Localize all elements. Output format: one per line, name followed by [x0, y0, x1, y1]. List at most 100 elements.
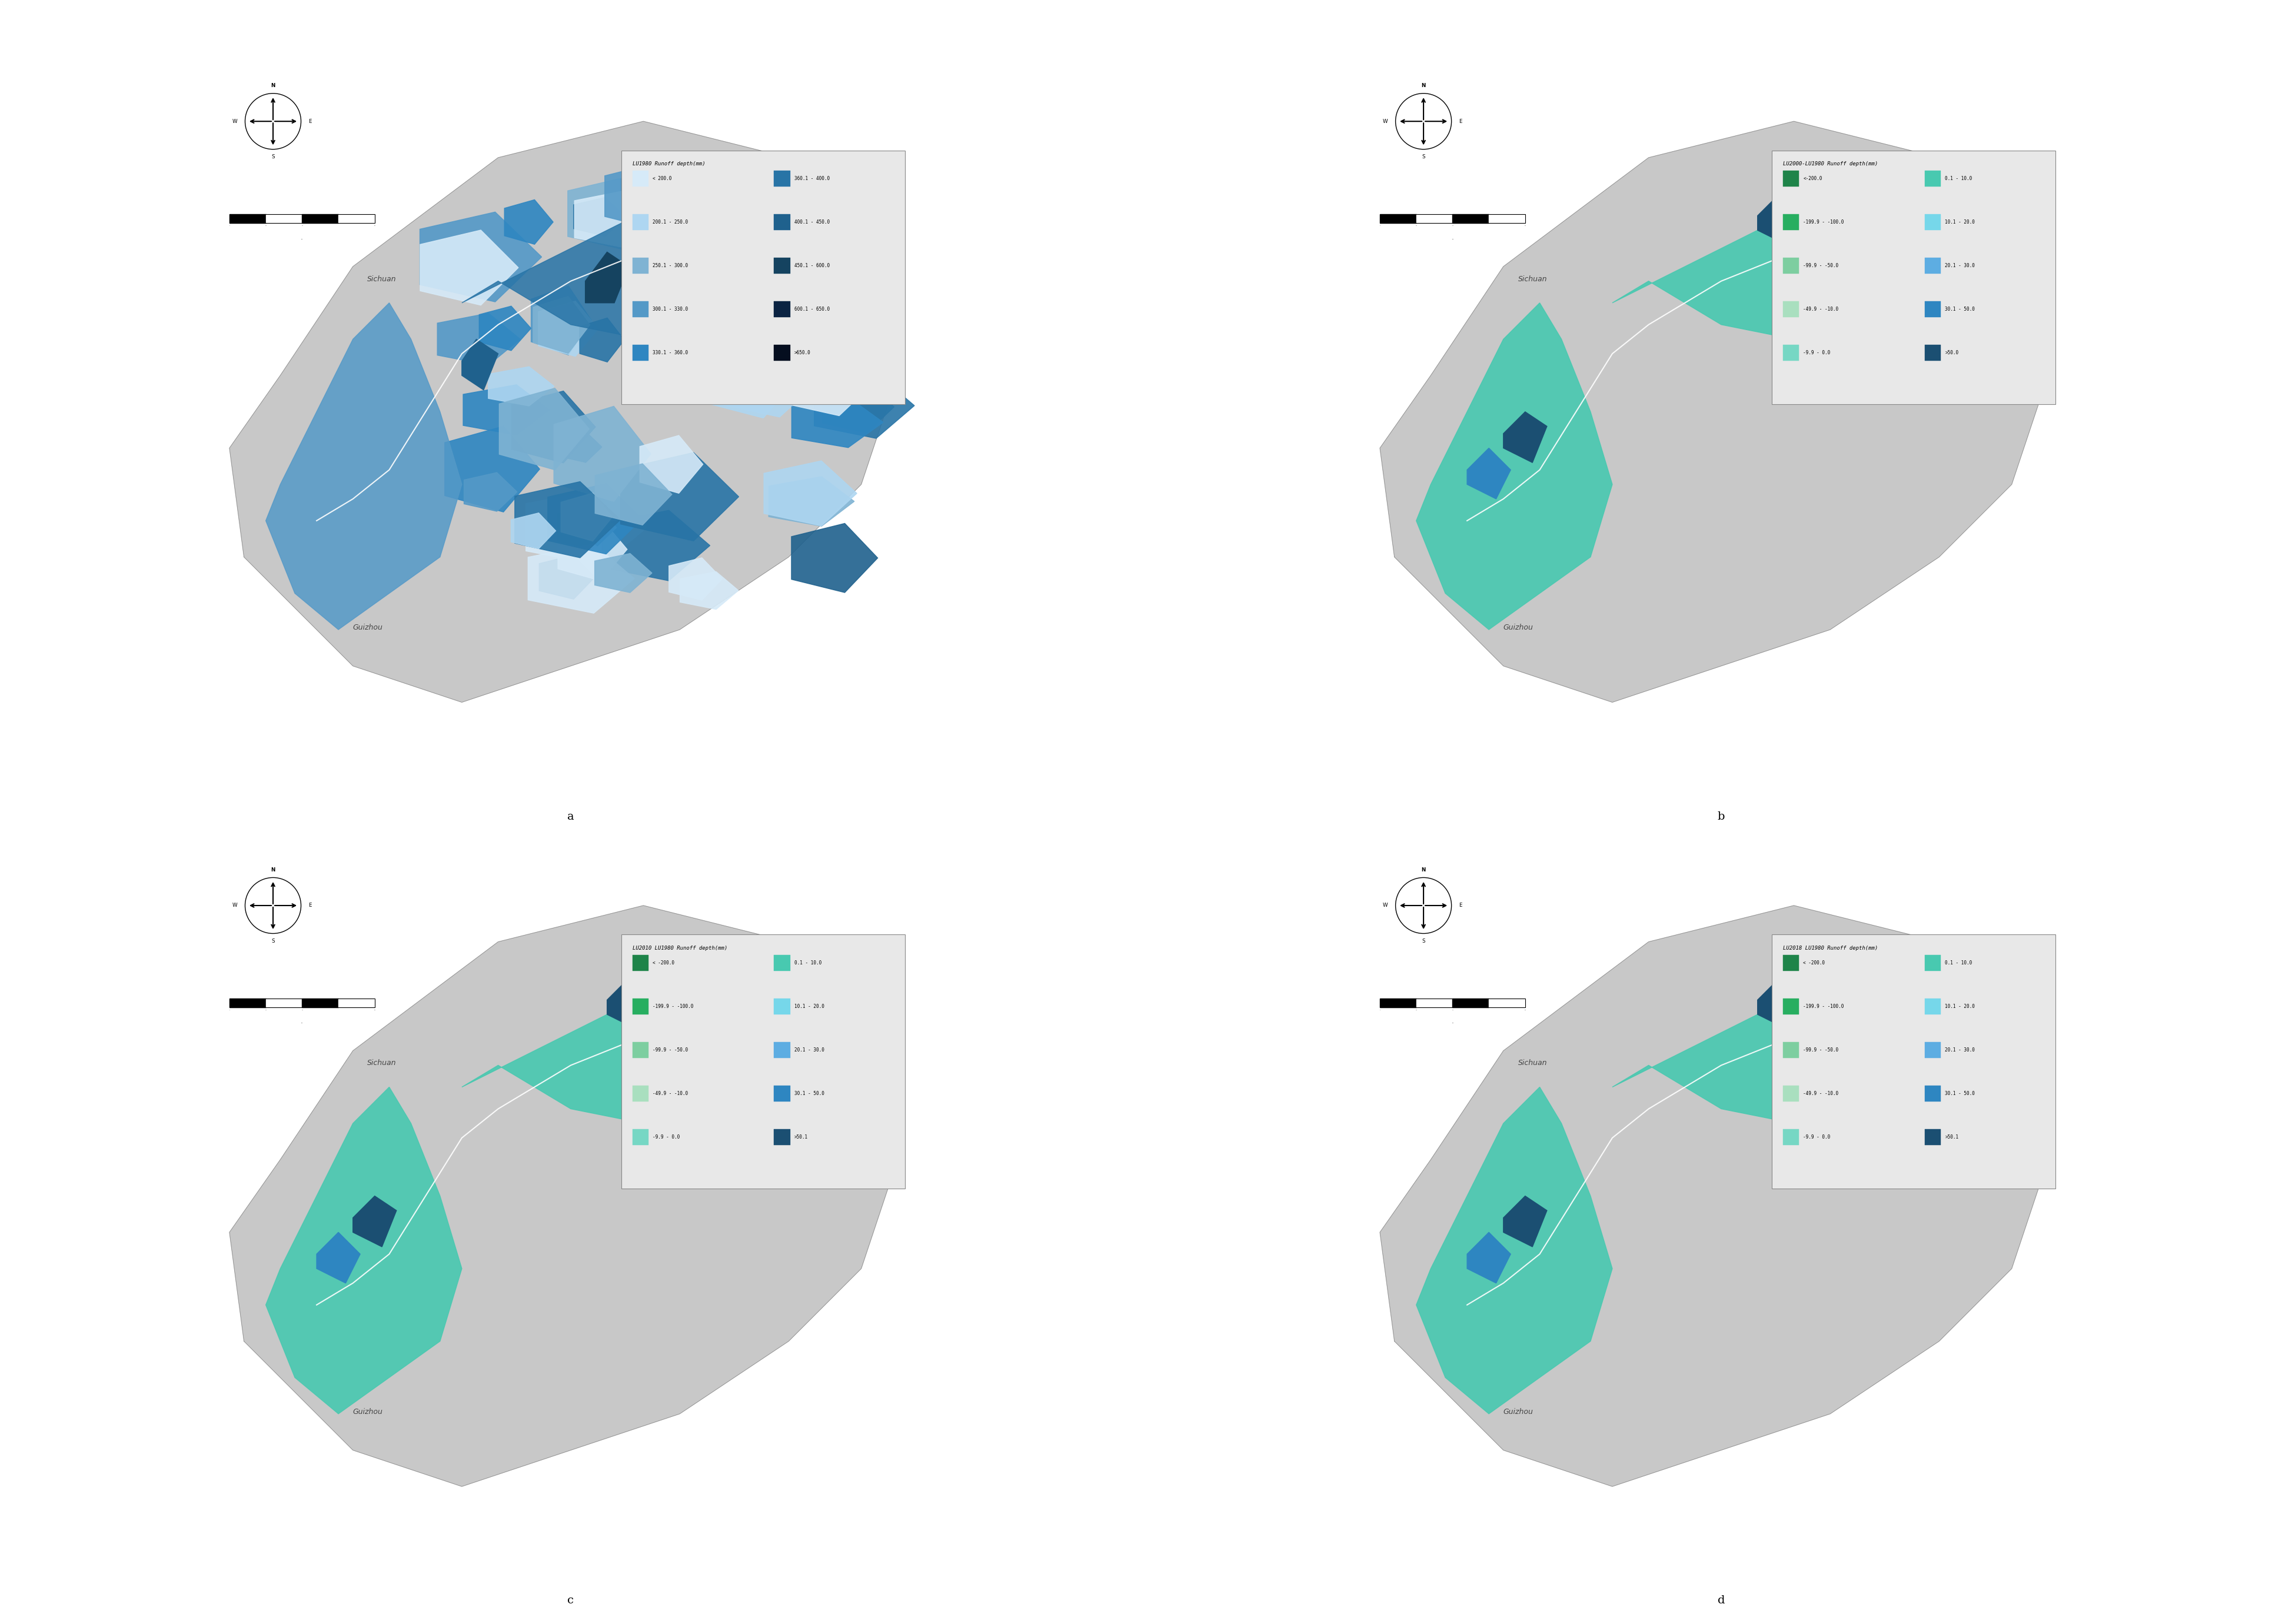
Polygon shape — [562, 494, 612, 541]
Text: < 200.0: < 200.0 — [653, 175, 672, 182]
Bar — [633, 1129, 649, 1145]
Polygon shape — [763, 461, 857, 526]
Polygon shape — [784, 296, 889, 370]
Polygon shape — [1380, 122, 2049, 702]
Text: 400.1 - 450.0: 400.1 - 450.0 — [795, 219, 830, 224]
Bar — [1783, 1085, 1799, 1101]
Polygon shape — [722, 297, 807, 370]
Bar — [1453, 999, 1490, 1007]
Polygon shape — [504, 200, 552, 244]
Bar — [303, 214, 339, 222]
Bar — [633, 171, 649, 187]
Polygon shape — [793, 300, 887, 377]
Bar — [1783, 999, 1799, 1015]
Bar — [1490, 214, 1524, 222]
Text: 20.1 - 30.0: 20.1 - 30.0 — [795, 1047, 825, 1052]
Text: N: N — [270, 83, 275, 88]
Bar — [266, 214, 303, 222]
Text: LU2010 LU1980 Runoff depth(mm): LU2010 LU1980 Runoff depth(mm) — [633, 945, 727, 950]
Bar — [1925, 999, 1941, 1015]
Polygon shape — [488, 367, 555, 406]
Bar — [1783, 214, 1799, 231]
Polygon shape — [791, 396, 882, 448]
Polygon shape — [266, 1086, 463, 1415]
Polygon shape — [594, 554, 651, 593]
Polygon shape — [818, 185, 871, 231]
Text: >50.1: >50.1 — [1946, 1135, 1957, 1140]
Text: -49.9 - -10.0: -49.9 - -10.0 — [1804, 1091, 1838, 1096]
Text: 250.1 - 300.0: 250.1 - 300.0 — [653, 263, 688, 268]
Polygon shape — [316, 1233, 360, 1283]
Bar — [1783, 171, 1799, 187]
Text: < -200.0: < -200.0 — [653, 960, 674, 966]
Text: -49.9 - -10.0: -49.9 - -10.0 — [1804, 307, 1838, 312]
Polygon shape — [639, 435, 704, 494]
Polygon shape — [1416, 1086, 1611, 1415]
Bar — [633, 955, 649, 971]
Polygon shape — [701, 992, 745, 1051]
Text: b: b — [1717, 810, 1726, 822]
Polygon shape — [463, 963, 876, 1138]
Polygon shape — [1611, 179, 2026, 354]
Bar — [775, 955, 791, 971]
Bar — [1925, 1085, 1941, 1101]
Circle shape — [1396, 877, 1451, 934]
Polygon shape — [711, 338, 823, 417]
Text: <-200.0: <-200.0 — [1804, 175, 1822, 182]
Bar — [775, 302, 791, 317]
Polygon shape — [1758, 978, 1802, 1030]
Polygon shape — [1380, 906, 2049, 1486]
Text: 30.1 - 50.0: 30.1 - 50.0 — [1946, 1091, 1976, 1096]
Polygon shape — [1467, 448, 1510, 499]
Bar — [633, 302, 649, 317]
Text: LU2000-LU1980 Runoff depth(mm): LU2000-LU1980 Runoff depth(mm) — [1783, 161, 1877, 167]
Polygon shape — [832, 247, 871, 274]
Text: Hubei: Hubei — [1866, 370, 1889, 377]
Text: LU1980 Runoff depth(mm): LU1980 Runoff depth(mm) — [633, 161, 706, 167]
Polygon shape — [511, 513, 555, 549]
Text: Guizhou: Guizhou — [353, 1408, 383, 1416]
Bar — [1925, 302, 1941, 317]
Polygon shape — [621, 166, 685, 235]
Polygon shape — [788, 315, 853, 367]
Text: LU2018 LU1980 Runoff depth(mm): LU2018 LU1980 Runoff depth(mm) — [1783, 945, 1877, 950]
Polygon shape — [557, 505, 617, 549]
Text: 330.1 - 360.0: 330.1 - 360.0 — [653, 351, 688, 356]
Polygon shape — [580, 318, 623, 362]
FancyBboxPatch shape — [1772, 151, 2056, 404]
Text: -9.9 - 0.0: -9.9 - 0.0 — [1804, 1135, 1831, 1140]
Text: >50.0: >50.0 — [1946, 351, 1957, 356]
Bar — [1925, 214, 1941, 231]
Text: 600.1 - 650.0: 600.1 - 650.0 — [795, 307, 830, 312]
Polygon shape — [1467, 1233, 1510, 1283]
Bar — [229, 214, 374, 222]
Bar — [1925, 258, 1941, 274]
Text: N: N — [270, 867, 275, 872]
Bar — [633, 214, 649, 231]
Polygon shape — [568, 177, 665, 250]
Bar — [1783, 302, 1799, 317]
Polygon shape — [637, 318, 699, 359]
Text: c: c — [568, 1595, 573, 1606]
Bar — [1380, 999, 1416, 1007]
Polygon shape — [607, 978, 651, 1030]
Bar — [339, 999, 374, 1007]
Bar — [775, 171, 791, 187]
Text: S: S — [1421, 154, 1426, 159]
Bar — [303, 999, 339, 1007]
Bar — [1416, 999, 1453, 1007]
Polygon shape — [463, 179, 876, 354]
Polygon shape — [791, 523, 878, 593]
Polygon shape — [621, 453, 738, 541]
Bar — [633, 258, 649, 274]
Text: E: E — [1460, 119, 1462, 123]
FancyBboxPatch shape — [621, 151, 905, 404]
Text: 200.1 - 250.0: 200.1 - 250.0 — [653, 219, 688, 224]
Text: 0.1 - 10.0: 0.1 - 10.0 — [1946, 960, 1971, 966]
Bar — [775, 1129, 791, 1145]
Polygon shape — [1611, 963, 2026, 1138]
Text: -199.9 - -100.0: -199.9 - -100.0 — [1804, 1004, 1845, 1009]
Polygon shape — [575, 188, 667, 248]
Bar — [633, 1085, 649, 1101]
Text: Guizhou: Guizhou — [1504, 1408, 1533, 1416]
